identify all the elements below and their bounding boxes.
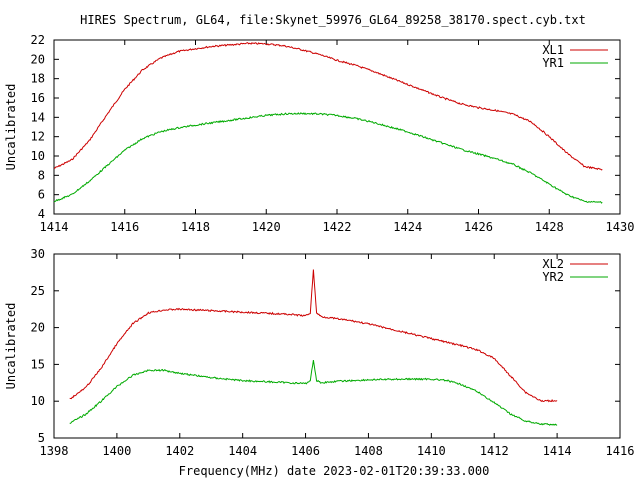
x-tick-label: 1414: [543, 444, 572, 458]
x-tick-label: 1416: [606, 444, 635, 458]
y-tick-label: 22: [31, 33, 45, 47]
y-tick-label: 6: [38, 188, 45, 202]
x-tick-label: 1410: [417, 444, 446, 458]
x-tick-label: 1406: [291, 444, 320, 458]
x-tick-label: 1398: [40, 444, 69, 458]
x-tick-label: 1412: [480, 444, 509, 458]
chart-title: HIRES Spectrum, GL64, file:Skynet_59976_…: [80, 13, 586, 27]
legend-label-xl1: XL1: [542, 43, 564, 57]
y-tick-label: 20: [31, 321, 45, 335]
x-tick-label: 1424: [393, 220, 422, 234]
y-axis-label: Uncalibrated: [4, 303, 18, 390]
y-tick-label: 10: [31, 394, 45, 408]
y-tick-label: 5: [38, 431, 45, 445]
top-panel: 1414 1416 1418 1420 1422 1424 1426 1428 14304681…: [4, 33, 634, 234]
y-tick-label: 18: [31, 72, 45, 86]
x-tick-label: 1402: [165, 444, 194, 458]
y-axis-label: Uncalibrated: [4, 84, 18, 171]
series-line-yr2: [69, 360, 558, 426]
legend-label-xl2: XL2: [542, 257, 564, 271]
y-tick-label: 30: [31, 247, 45, 261]
y-tick-label: 12: [31, 130, 45, 144]
bottom-x-axis-label: Frequency(MHz) date 2023-02-01T20:39:33.…: [179, 464, 490, 478]
y-tick-label: 25: [31, 284, 45, 298]
series-line-xl1: [53, 42, 603, 171]
series-line-xl2: [69, 269, 558, 403]
x-tick-label: 1422: [323, 220, 352, 234]
y-tick-label: 8: [38, 168, 45, 182]
x-tick-label: 1426: [464, 220, 493, 234]
y-tick-label: 10: [31, 149, 45, 163]
x-tick-label: 1420: [252, 220, 281, 234]
legend-label-yr2: YR2: [542, 270, 564, 284]
x-tick-label: 1430: [606, 220, 635, 234]
y-tick-label: 4: [38, 207, 45, 221]
plot-frame: [53, 253, 621, 439]
bottom-panel: 1398 1400 1402 1404 1406 1408 1410 1412 1414 1416…: [4, 247, 634, 458]
x-tick-label: 1408: [354, 444, 383, 458]
series-line-yr1: [53, 112, 603, 204]
x-tick-label: 1418: [181, 220, 210, 234]
x-tick-label: 1414: [40, 220, 69, 234]
legend-label-yr1: YR1: [542, 56, 564, 70]
x-tick-label: 1416: [110, 220, 139, 234]
plot-frame: [53, 39, 621, 215]
x-tick-label: 1428: [535, 220, 564, 234]
x-tick-label: 1404: [228, 444, 257, 458]
y-tick-label: 16: [31, 91, 45, 105]
y-tick-label: 20: [31, 52, 45, 66]
y-tick-label: 14: [31, 110, 45, 124]
x-tick-label: 1400: [102, 444, 131, 458]
y-tick-label: 15: [31, 357, 45, 371]
